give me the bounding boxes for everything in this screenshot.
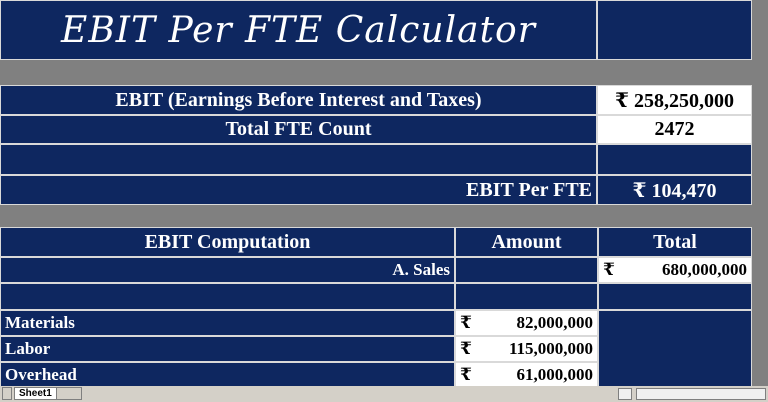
expense-label-labor: Labor — [0, 336, 455, 362]
per-fte-label: EBIT Per FTE — [0, 175, 597, 205]
col-header-amount: Amount — [455, 227, 598, 257]
horizontal-scrollbar[interactable] — [636, 388, 766, 400]
expense-label-materials: Materials — [0, 310, 455, 336]
sales-label: A. Sales — [0, 257, 455, 283]
tab-scroll-left-icon[interactable] — [2, 387, 12, 400]
currency-symbol: ₹ — [460, 365, 472, 384]
sales-total: 680,000,000 — [662, 260, 747, 279]
col-header-item: EBIT Computation — [0, 227, 455, 257]
fte-label: Total FTE Count — [0, 115, 597, 144]
title-side-cell[interactable] — [597, 0, 752, 60]
page-title: EBIT Per FTE Calculator — [0, 0, 597, 60]
empty-cell[interactable] — [0, 144, 597, 175]
fte-value[interactable]: 2472 — [597, 115, 752, 144]
empty-cell[interactable] — [598, 283, 752, 310]
empty-cell[interactable] — [455, 283, 598, 310]
expense-label-overhead: Overhead — [0, 362, 455, 388]
scroll-left-icon[interactable] — [618, 388, 632, 400]
currency-symbol: ₹ — [460, 313, 472, 332]
expense-amount-overhead[interactable]: ₹ 61,000,000 — [455, 362, 598, 388]
currency-symbol: ₹ — [460, 339, 472, 358]
amount-value: 61,000,000 — [516, 365, 594, 384]
amount-value: 82,000,000 — [516, 313, 594, 332]
ebit-value[interactable]: ₹ 258,250,000 — [597, 85, 752, 115]
col-header-total: Total — [598, 227, 752, 257]
sales-amount-cell[interactable] — [455, 257, 598, 283]
sales-total-cell[interactable]: ₹ 680,000,000 — [598, 257, 752, 283]
empty-cell[interactable] — [0, 283, 455, 310]
currency-symbol: ₹ — [603, 260, 615, 279]
empty-cell[interactable] — [597, 144, 752, 175]
ebit-label: EBIT (Earnings Before Interest and Taxes… — [0, 85, 597, 115]
sheet-tab-bar: Sheet1 — [0, 386, 768, 402]
insert-sheet-icon[interactable] — [56, 387, 82, 400]
amount-value: 115,000,000 — [508, 339, 593, 358]
per-fte-value[interactable]: ₹ 104,470 — [597, 175, 752, 205]
expense-total-cell[interactable] — [598, 310, 752, 388]
tab-sheet1[interactable]: Sheet1 — [14, 387, 57, 400]
expense-amount-labor[interactable]: ₹ 115,000,000 — [455, 336, 598, 362]
expense-amount-materials[interactable]: ₹ 82,000,000 — [455, 310, 598, 336]
